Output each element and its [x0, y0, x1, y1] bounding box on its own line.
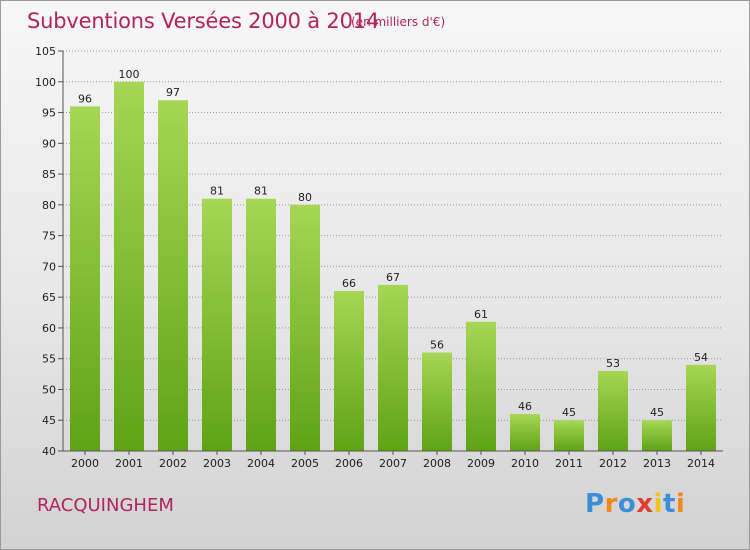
logo-letter: P [585, 489, 605, 519]
bar [158, 100, 188, 451]
y-tick-label: 70 [42, 260, 56, 273]
x-tick-label: 2003 [203, 457, 231, 470]
data-label: 96 [78, 92, 92, 105]
y-tick-label: 50 [42, 383, 56, 396]
data-label: 45 [650, 406, 664, 419]
logo-letter: i [675, 489, 686, 519]
axes [58, 50, 723, 455]
bar [114, 81, 144, 452]
chart-title: Subventions Versées 2000 à 2014 [27, 9, 380, 33]
logo-letter: r [604, 489, 618, 519]
y-tick-label: 60 [42, 322, 56, 335]
logo-letter: i [653, 489, 663, 519]
labels: 40 45 50 55 60 65 70 75 80 85 90 95 100 105 96 2000 100 2… [35, 45, 715, 470]
data-label: 81 [254, 185, 268, 198]
y-tick-label: 95 [42, 107, 56, 120]
x-tick-label: 2009 [467, 457, 495, 470]
logo-letter: x [636, 489, 654, 519]
x-tick-label: 2006 [335, 457, 363, 470]
data-label: 54 [694, 351, 708, 364]
y-tick-label: 75 [42, 230, 56, 243]
bars [70, 81, 716, 452]
data-label: 45 [562, 406, 576, 419]
logo-letter: o [617, 489, 637, 519]
x-tick-label: 2012 [599, 457, 627, 470]
bar [202, 198, 232, 451]
bar [378, 284, 408, 451]
data-label: 67 [386, 271, 400, 284]
y-tick-label: 90 [42, 137, 56, 150]
x-tick-label: 2008 [423, 457, 451, 470]
proxiti-logo: Proxiti [585, 489, 685, 519]
data-label: 56 [430, 339, 444, 352]
x-tick-label: 2007 [379, 457, 407, 470]
x-tick-label: 2005 [291, 457, 319, 470]
bar [510, 414, 540, 451]
bar [598, 371, 628, 451]
y-tick-label: 100 [35, 76, 56, 89]
bar [70, 106, 100, 451]
data-label: 97 [166, 86, 180, 99]
x-tick-label: 2002 [159, 457, 187, 470]
data-label: 46 [518, 400, 532, 413]
chart-subtitle: (en milliers d'€) [351, 15, 446, 29]
bar [246, 198, 276, 451]
bar [642, 420, 672, 451]
y-tick-label: 80 [42, 199, 56, 212]
x-tick-label: 2004 [247, 457, 275, 470]
bar [334, 291, 364, 451]
data-label: 100 [119, 68, 140, 81]
bar [290, 204, 320, 451]
bar [554, 420, 584, 451]
logo-letter: t [662, 489, 676, 519]
y-tick-label: 40 [42, 445, 56, 458]
x-tick-label: 2000 [71, 457, 99, 470]
x-tick-label: 2011 [555, 457, 583, 470]
data-label: 61 [474, 308, 488, 321]
bar [686, 364, 716, 451]
x-tick-label: 2014 [687, 457, 715, 470]
y-tick-label: 85 [42, 168, 56, 181]
data-label: 81 [210, 185, 224, 198]
data-label: 66 [342, 277, 356, 290]
data-label: 53 [606, 357, 620, 370]
bar [422, 352, 452, 451]
bar [466, 321, 496, 451]
y-tick-label: 105 [35, 45, 56, 58]
data-label: 80 [298, 191, 312, 204]
commune-name: RACQUINGHEM [37, 495, 174, 516]
x-tick-label: 2010 [511, 457, 539, 470]
x-tick-label: 2013 [643, 457, 671, 470]
x-tick-label: 2001 [115, 457, 143, 470]
y-tick-label: 55 [42, 353, 56, 366]
y-tick-label: 45 [42, 414, 56, 427]
y-tick-label: 65 [42, 291, 56, 304]
